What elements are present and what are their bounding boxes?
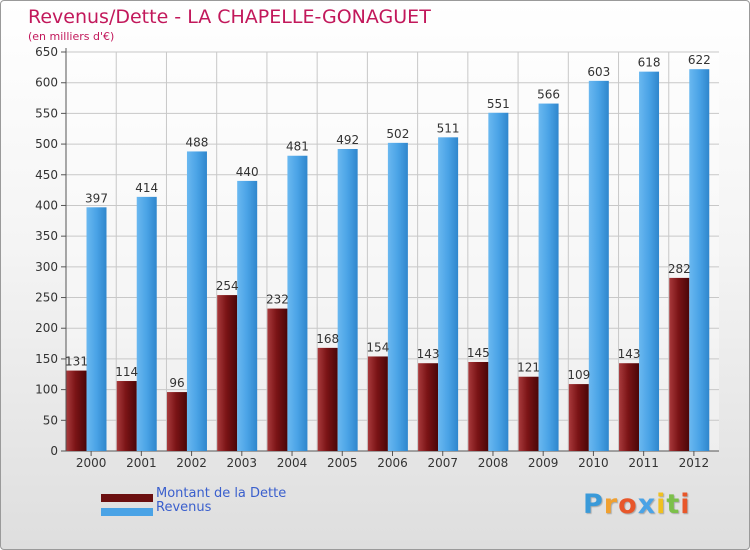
data-label-revenus: 502 bbox=[386, 127, 409, 141]
bar-revenus bbox=[86, 207, 107, 451]
x-tick-label: 2012 bbox=[679, 456, 710, 470]
data-label-dette: 145 bbox=[467, 346, 490, 360]
x-tick-label: 2009 bbox=[528, 456, 559, 470]
y-tick-label: 300 bbox=[35, 260, 58, 274]
x-tick-label: 2007 bbox=[427, 456, 458, 470]
data-label-dette: 282 bbox=[668, 262, 691, 276]
data-label-dette: 114 bbox=[115, 365, 138, 379]
data-label-revenus: 481 bbox=[286, 140, 309, 154]
bar-dette bbox=[669, 277, 690, 451]
y-tick-label: 150 bbox=[35, 352, 58, 366]
bar-dette bbox=[418, 363, 439, 451]
y-tick-label: 400 bbox=[35, 198, 58, 212]
bar-dette bbox=[267, 308, 288, 451]
bar-dette bbox=[116, 381, 137, 451]
bar-dette bbox=[66, 370, 87, 451]
data-label-dette: 109 bbox=[567, 368, 590, 382]
legend-label-dette: Montant de la Dette bbox=[156, 486, 287, 501]
x-tick-label: 2004 bbox=[277, 456, 308, 470]
x-tick-label: 2006 bbox=[377, 456, 408, 470]
data-label-revenus: 414 bbox=[135, 181, 158, 195]
y-tick-label: 250 bbox=[35, 291, 58, 305]
data-label-dette: 154 bbox=[366, 340, 389, 354]
y-tick-label: 550 bbox=[35, 106, 58, 120]
x-tick-label: 2002 bbox=[176, 456, 207, 470]
bar-revenus bbox=[689, 69, 710, 452]
legend-label-revenus: Revenus bbox=[156, 500, 212, 515]
data-label-dette: 96 bbox=[169, 376, 184, 390]
bar-dette bbox=[518, 376, 539, 451]
chart-title: Revenus/Dette - LA CHAPELLE-GONAGUET bbox=[28, 6, 431, 28]
bar-revenus bbox=[488, 112, 509, 452]
legend-swatch-revenus bbox=[101, 508, 153, 516]
data-label-revenus: 488 bbox=[186, 135, 209, 149]
x-tick-label: 2000 bbox=[76, 456, 107, 470]
logo-letter: o bbox=[618, 489, 638, 520]
y-tick-label: 600 bbox=[35, 76, 58, 90]
y-tick-label: 100 bbox=[35, 383, 58, 397]
data-label-revenus: 566 bbox=[537, 88, 560, 102]
bar-dette bbox=[166, 392, 187, 451]
bar-revenus bbox=[237, 180, 258, 451]
data-label-dette: 121 bbox=[517, 361, 540, 375]
data-label-revenus: 397 bbox=[85, 191, 108, 205]
data-label-revenus: 618 bbox=[638, 56, 661, 70]
bar-revenus bbox=[337, 148, 358, 452]
x-tick-label: 2011 bbox=[628, 456, 659, 470]
x-tick-label: 2005 bbox=[327, 456, 358, 470]
y-tick-label: 500 bbox=[35, 137, 58, 151]
logo-letter: i bbox=[656, 489, 667, 520]
bar-dette bbox=[317, 347, 338, 451]
bar-revenus bbox=[438, 137, 459, 451]
y-tick-label: 450 bbox=[35, 168, 58, 182]
bar-revenus bbox=[639, 71, 660, 452]
y-tick-label: 650 bbox=[35, 45, 58, 59]
bar-dette bbox=[468, 361, 489, 451]
data-label-dette: 168 bbox=[316, 332, 339, 346]
proxiti-logo: Proxiti bbox=[583, 489, 691, 520]
bar-revenus bbox=[186, 151, 207, 452]
x-tick-label: 2001 bbox=[126, 456, 157, 470]
data-label-revenus: 551 bbox=[487, 97, 510, 111]
data-label-dette: 143 bbox=[417, 347, 440, 361]
y-tick-label: 50 bbox=[43, 413, 58, 427]
bar-revenus bbox=[287, 155, 308, 452]
data-label-revenus: 603 bbox=[587, 65, 610, 79]
bar-dette bbox=[217, 295, 238, 451]
data-label-revenus: 492 bbox=[336, 133, 359, 147]
logo-letter: r bbox=[603, 489, 619, 520]
bar-revenus bbox=[538, 103, 559, 451]
bar-revenus bbox=[588, 80, 609, 451]
x-tick-label: 2003 bbox=[227, 456, 258, 470]
data-label-dette: 232 bbox=[266, 293, 289, 307]
logo-letter: i bbox=[680, 489, 691, 520]
data-label-revenus: 511 bbox=[437, 121, 460, 135]
logo-letter: x bbox=[637, 489, 657, 520]
chart-subtitle: (en milliers d'€) bbox=[28, 30, 115, 43]
data-label-dette: 131 bbox=[65, 355, 88, 369]
bar-revenus bbox=[387, 142, 408, 451]
y-tick-label: 0 bbox=[50, 444, 58, 458]
logo-letter: P bbox=[583, 489, 604, 520]
x-tick-label: 2010 bbox=[578, 456, 609, 470]
bar-dette bbox=[619, 363, 640, 451]
data-label-dette: 254 bbox=[216, 279, 239, 293]
bar-dette bbox=[367, 356, 388, 451]
data-label-dette: 143 bbox=[618, 347, 641, 361]
data-label-revenus: 622 bbox=[688, 53, 711, 67]
x-tick-label: 2008 bbox=[478, 456, 509, 470]
bar-dette bbox=[568, 384, 589, 451]
legend-swatch-dette bbox=[101, 494, 153, 502]
y-tick-label: 200 bbox=[35, 321, 58, 335]
bar-revenus bbox=[136, 196, 157, 451]
data-label-revenus: 440 bbox=[236, 165, 259, 179]
y-tick-label: 350 bbox=[35, 229, 58, 243]
logo-letter: t bbox=[666, 489, 681, 520]
